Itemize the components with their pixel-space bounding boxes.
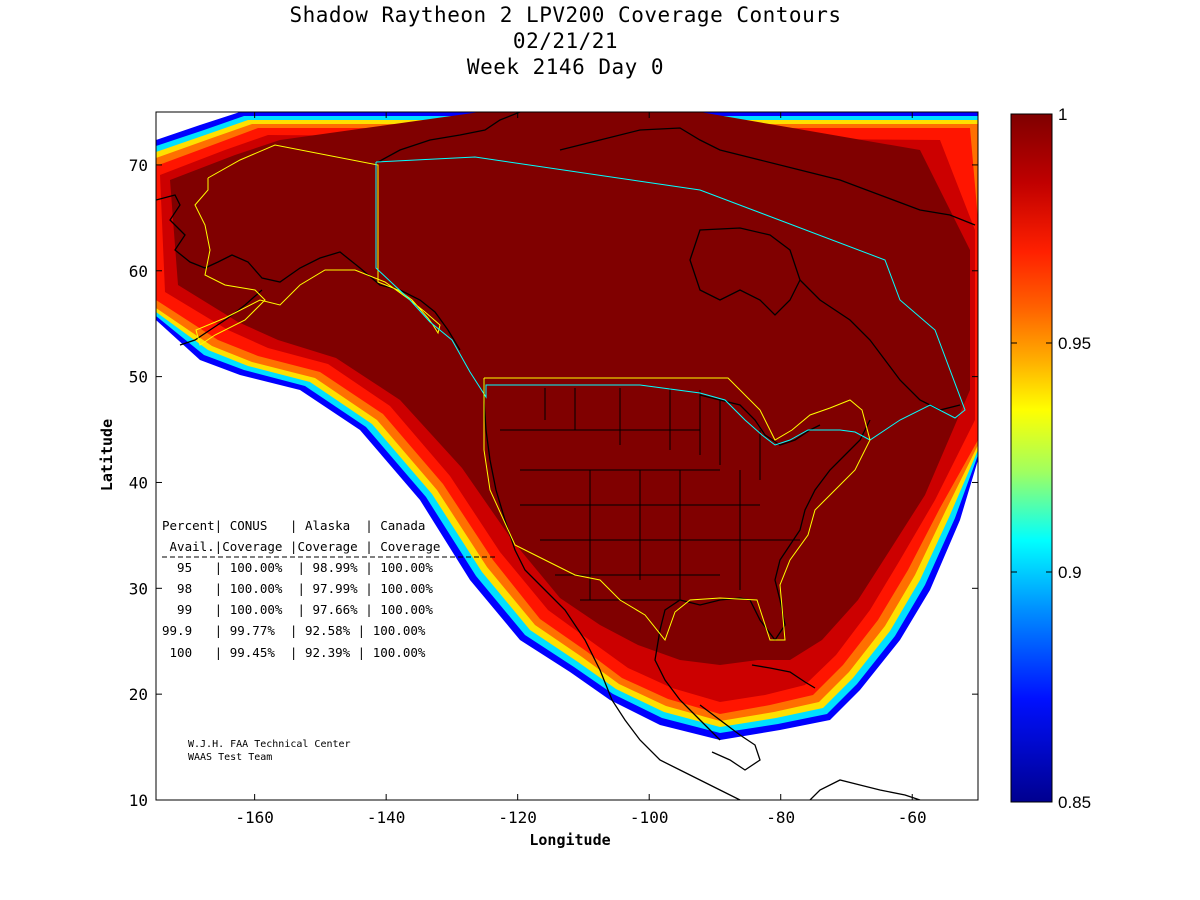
- coverage-table: Percent| CONUS | Alaska | Canada Avail.|…: [162, 518, 498, 660]
- y-tick-label: 60: [129, 262, 148, 281]
- x-axis-label: Longitude: [529, 831, 610, 849]
- alaska-coast: [156, 194, 461, 351]
- x-axis: -160 -140 -120 -100 -80 -60: [235, 112, 927, 827]
- table-header-1: Percent| CONUS | Alaska | Canada: [162, 518, 425, 533]
- north-coast: [377, 112, 521, 163]
- coastlines: [156, 112, 976, 800]
- canada-boundary: [375, 156, 966, 446]
- x-tick-label: -60: [898, 808, 927, 827]
- y-axis-label: Latitude: [98, 419, 116, 491]
- y-tick-label: 40: [129, 473, 148, 492]
- hudson-bay: [689, 227, 801, 316]
- table-row: 95 | 100.00% | 98.99% | 100.00%: [162, 560, 433, 575]
- coverage-boundaries: [194, 144, 966, 642]
- chart-date: 02/21/21: [512, 29, 619, 53]
- credit-line-2: WAAS Test Team: [188, 752, 272, 763]
- state-borders: [500, 388, 800, 601]
- table-row: 99.9 | 99.77% | 92.58% | 100.00%: [162, 623, 426, 638]
- x-tick-label: -140: [367, 808, 406, 827]
- y-axis: 70 60 50 40 30 20 10: [129, 156, 978, 810]
- plot-frame: [155, 111, 979, 801]
- chart-week-day: Week 2146 Day 0: [466, 55, 665, 79]
- arctic-islands: [559, 127, 976, 226]
- us-east-coast: [654, 419, 871, 741]
- x-tick-label: -120: [498, 808, 537, 827]
- contour-maroon: [170, 112, 970, 665]
- cuba: [751, 664, 816, 689]
- alaska-peninsula: [179, 289, 263, 346]
- colorbar-label: 0.95: [1058, 334, 1091, 353]
- central-america: [699, 704, 761, 771]
- x-tick-label: -100: [630, 808, 669, 827]
- x-tick-label: -160: [235, 808, 274, 827]
- colorbar-label: 0.9: [1058, 563, 1082, 582]
- colorbar: [1010, 113, 1053, 803]
- y-tick-label: 20: [129, 685, 148, 704]
- conus-boundary: [483, 377, 871, 642]
- y-tick-label: 50: [129, 368, 148, 387]
- y-tick-label: 70: [129, 156, 148, 175]
- table-row: 100 | 99.45% | 92.39% | 100.00%: [162, 645, 426, 660]
- colorbar-label: 1: [1058, 105, 1067, 124]
- south-america: [809, 779, 921, 800]
- chart-title: Shadow Raytheon 2 LPV200 Coverage Contou…: [289, 3, 842, 27]
- colorbar-label: 0.85: [1058, 793, 1091, 812]
- table-row: 99 | 100.00% | 97.66% | 100.00%: [162, 602, 433, 617]
- y-tick-label: 10: [129, 791, 148, 810]
- table-header-2: Avail.|Coverage |Coverage | Coverage: [162, 539, 440, 554]
- colorbar-ticks: [1011, 342, 1052, 573]
- x-tick-label: -80: [766, 808, 795, 827]
- us-west-coast: [483, 380, 741, 800]
- coverage-contours: [156, 112, 978, 740]
- y-tick-label: 30: [129, 579, 148, 598]
- credit-line-1: W.J.H. FAA Technical Center: [188, 739, 351, 750]
- table-row: 98 | 100.00% | 97.99% | 100.00%: [162, 581, 433, 596]
